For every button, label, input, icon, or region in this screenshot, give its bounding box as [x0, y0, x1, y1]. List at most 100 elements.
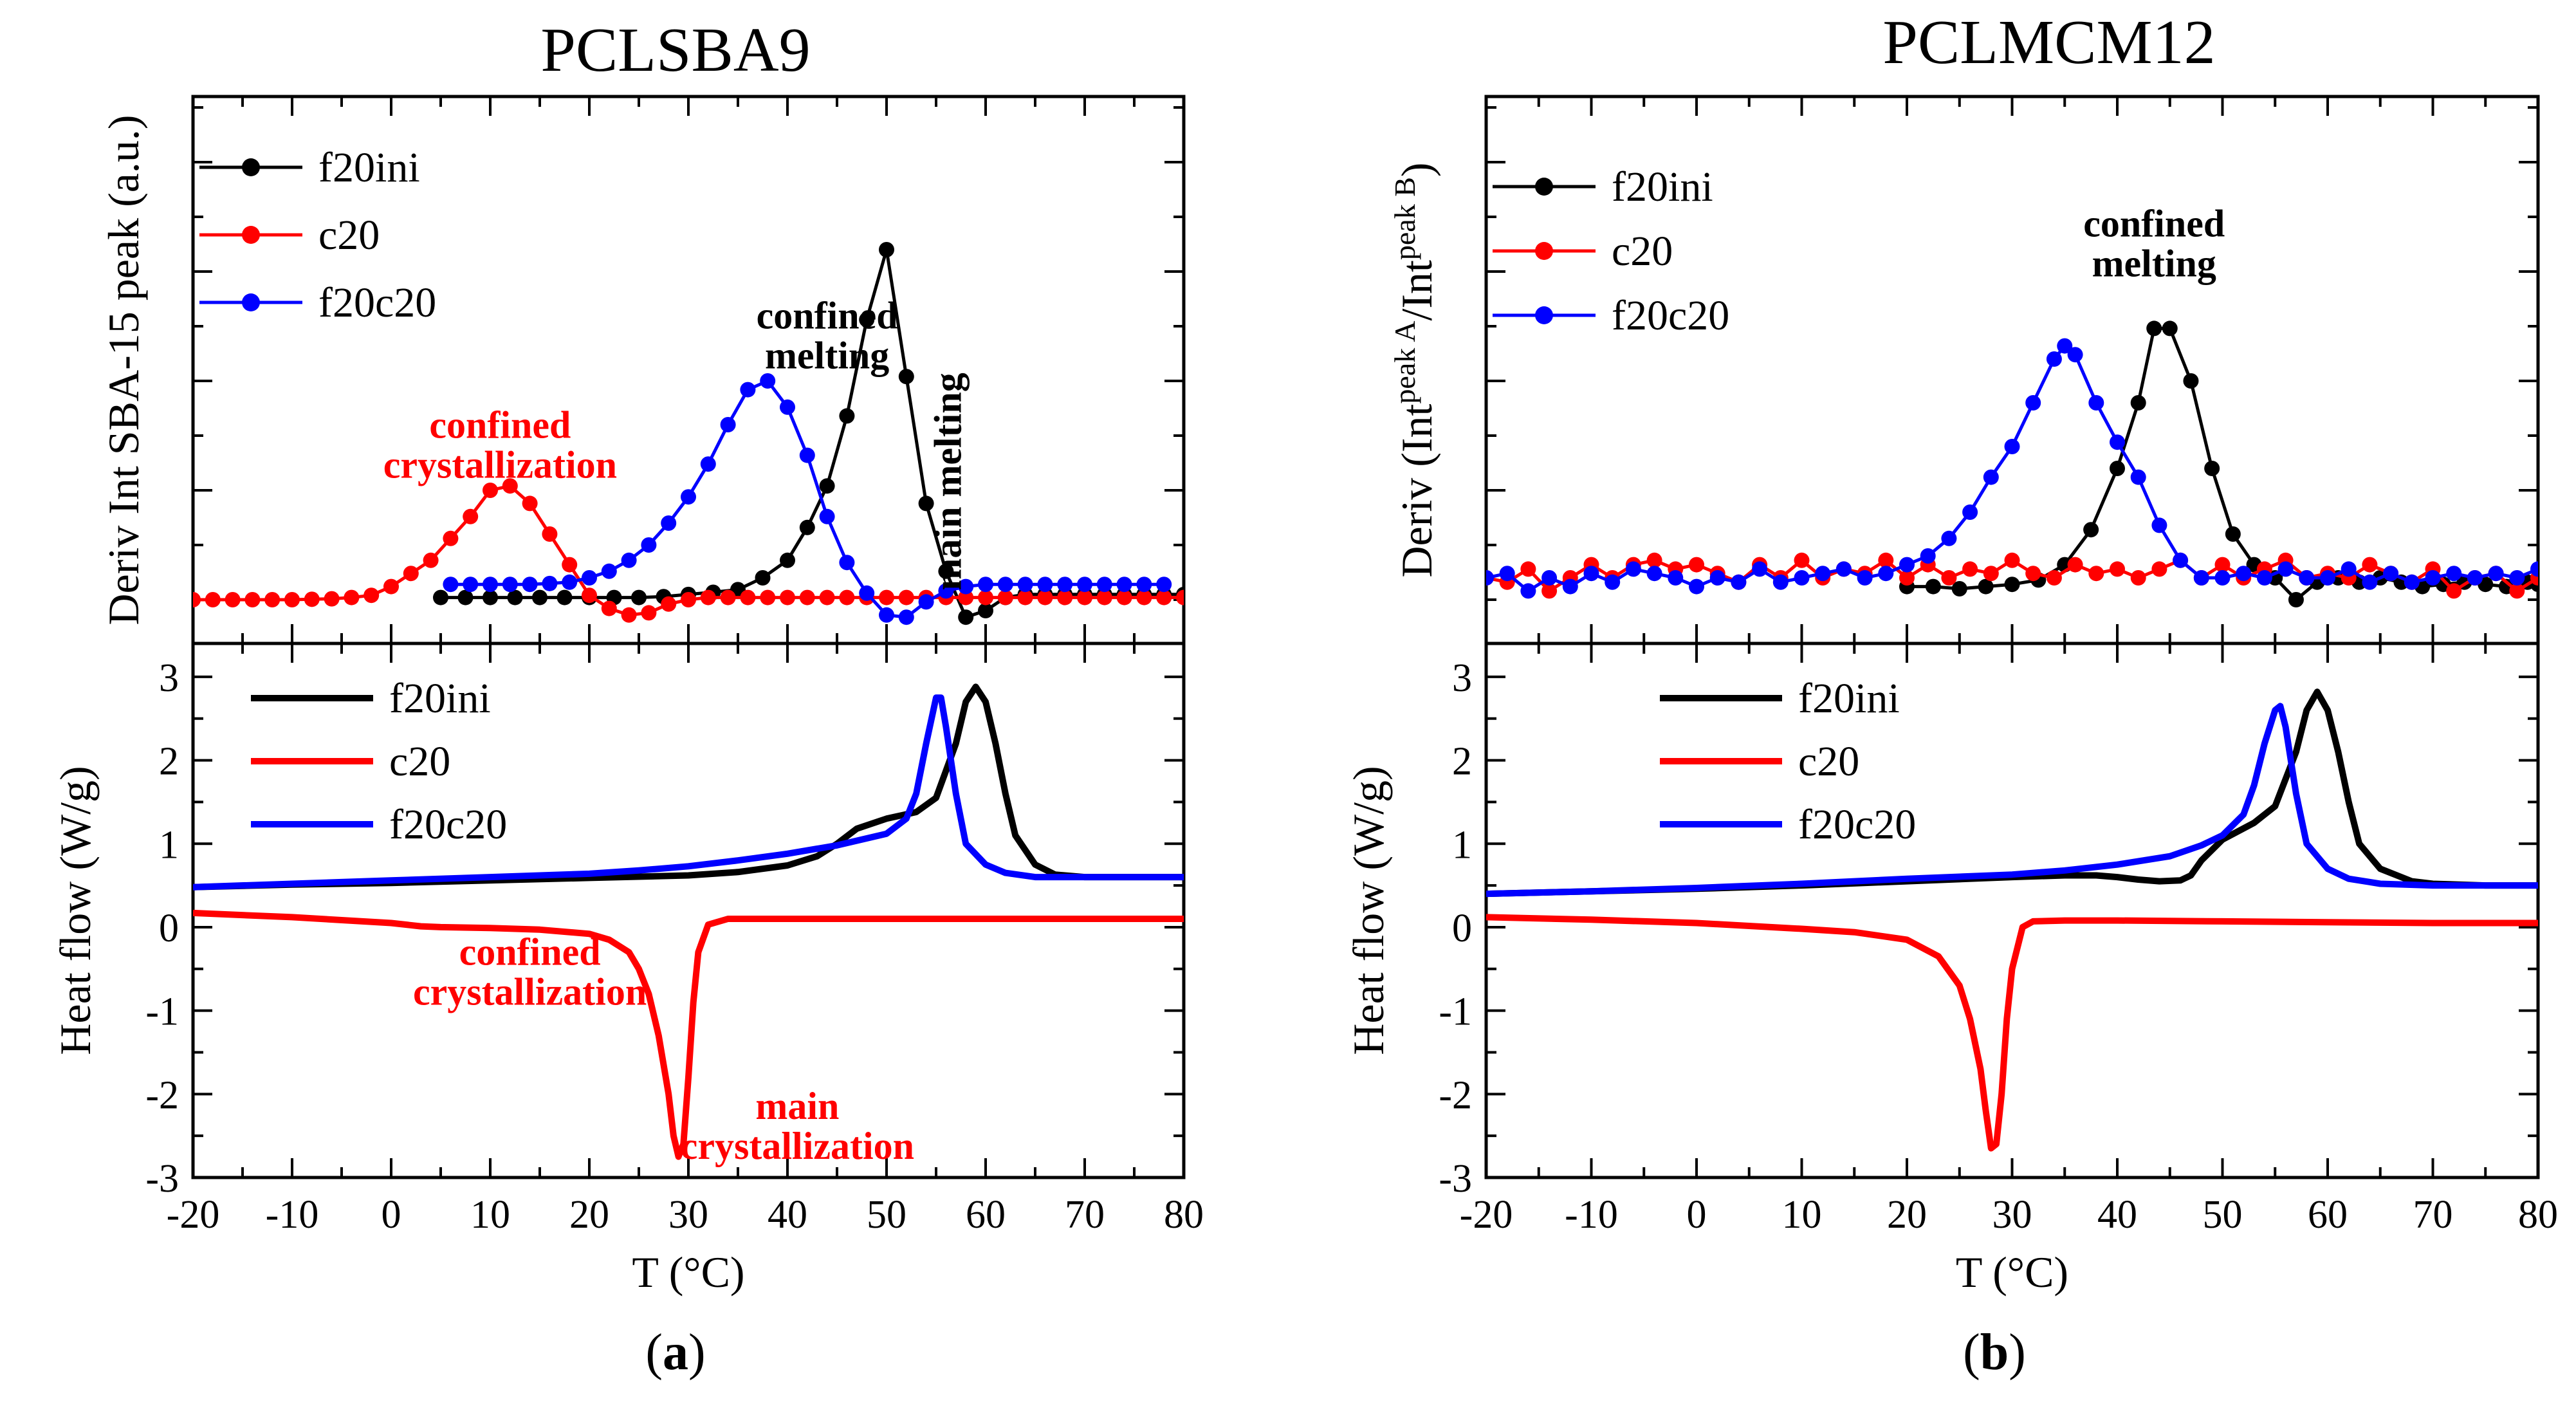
y-axis-label: Heat flow (W/g): [1344, 766, 1393, 1055]
data-point-c20: [839, 589, 855, 605]
x-tick-label: 30: [1992, 1193, 2032, 1237]
legend-label-f20c20: f20c20: [389, 801, 507, 848]
data-point-f20ini: [433, 589, 448, 605]
data-point-c20: [1037, 589, 1053, 605]
data-point-c20: [562, 557, 578, 573]
y-tick-label: 3: [159, 656, 179, 700]
data-point-f20c20: [601, 563, 617, 579]
y-tick-label: -1: [1439, 990, 1472, 1034]
data-point-f20ini: [1978, 578, 1994, 595]
annotation-line: crystallization: [681, 1125, 914, 1167]
annotation-line: crystallization: [413, 970, 647, 1013]
data-point-f20c20: [2362, 574, 2378, 590]
data-point-f20ini: [2004, 577, 2020, 593]
data-point-f20c20: [2509, 570, 2525, 586]
data-point-f20c20: [1815, 566, 1831, 582]
data-point-f20c20: [879, 607, 894, 623]
panel-b: PCLMCM12 (b): [1882, 8, 2215, 1381]
data-point-f20c20: [1878, 566, 1894, 582]
x-tick-label: 50: [867, 1193, 906, 1237]
data-point-c20: [463, 508, 479, 524]
annotation: confined melting: [757, 294, 898, 376]
series-line-f20c20: [1486, 703, 2538, 898]
panel-a: PCLSBA9 (a): [540, 15, 810, 1381]
data-point-f20c20: [780, 399, 795, 415]
annotation-line: main: [755, 1085, 839, 1127]
data-point-c20: [443, 530, 459, 546]
data-point-f20c20: [740, 382, 756, 398]
data-point-f20c20: [839, 555, 855, 571]
y-axis-label: Deriv (Intpeak A/Intpeak B): [1388, 162, 1441, 577]
data-point-f20c20: [1920, 548, 1936, 564]
series-line-f20c20: [1486, 344, 2538, 593]
data-point-f20c20: [661, 515, 677, 531]
annotation: confined crystallization: [383, 403, 617, 486]
panel-b-caption-close: ): [2009, 1324, 2026, 1381]
data-point-c20: [799, 589, 815, 605]
data-point-f20c20: [2173, 552, 2189, 568]
data-point-c20: [2004, 552, 2020, 568]
data-point-c20: [621, 607, 637, 623]
y-axis-label-sup: peak A: [1388, 321, 1421, 404]
x-tick-label: 30: [668, 1193, 708, 1237]
data-point-f20ini: [978, 603, 993, 618]
data-point-f20ini: [898, 369, 914, 385]
y-axis-label: Heat flow (W/g): [51, 766, 100, 1055]
data-point-f20c20: [958, 578, 974, 595]
data-point-f20c20: [1835, 561, 1852, 577]
data-point-f20ini: [1951, 581, 1967, 596]
x-axis-label: T (°C): [1956, 1248, 2068, 1297]
data-point-f20ini: [507, 589, 523, 605]
data-point-c20: [1899, 570, 1915, 586]
data-point-f20c20: [2446, 566, 2462, 582]
data-point-c20: [601, 600, 617, 616]
data-point-c20: [2130, 570, 2146, 586]
y-axis-label-part: /Int: [1392, 260, 1441, 321]
data-point-c20: [997, 589, 1013, 605]
x-tick-label: 10: [1782, 1193, 1822, 1237]
data-point-f20ini: [2110, 461, 2125, 476]
data-point-f20c20: [1017, 577, 1033, 593]
data-point-f20ini: [755, 570, 771, 586]
series-line-f20ini: [1486, 688, 2538, 898]
x-tick-label: 40: [2097, 1193, 2137, 1237]
data-point-f20c20: [760, 373, 776, 389]
data-point-f20ini: [839, 408, 855, 424]
data-point-f20c20: [1794, 570, 1810, 586]
data-point-f20c20: [2277, 561, 2294, 577]
data-point-c20: [423, 552, 439, 568]
y-tick-label: 2: [159, 740, 179, 784]
charts-layer: Deriv Int SBA-15 peak (a.u.) f20ini c20 f20…: [51, 95, 2558, 1297]
data-point-f20c20: [1899, 557, 1915, 573]
data-point-f20c20: [1752, 561, 1768, 577]
annotation-line: melting: [765, 334, 889, 376]
series-line-f20c20: [193, 694, 1184, 891]
data-point-c20: [2151, 561, 2167, 577]
data-point-c20: [2362, 557, 2378, 573]
panel-b-caption: (b): [1963, 1324, 2026, 1381]
y-tick-label: -3: [1439, 1157, 1472, 1201]
data-point-f20c20: [2404, 574, 2420, 590]
series-line-c20: [1486, 914, 2538, 1152]
data-point-c20: [403, 566, 419, 582]
panel-b-caption-label: b: [1980, 1324, 2009, 1381]
data-point-c20: [1156, 589, 1172, 605]
data-point-c20: [2110, 561, 2125, 577]
data-point-f20c20: [502, 577, 518, 593]
x-tick-label: 0: [1687, 1193, 1707, 1237]
y-tick-label: -1: [145, 990, 179, 1034]
data-point-f20c20: [978, 577, 993, 593]
data-point-c20: [681, 592, 696, 607]
x-tick-label: 80: [2518, 1193, 2558, 1237]
data-point-f20c20: [2110, 434, 2125, 450]
data-point-f20c20: [2236, 566, 2252, 582]
data-point-f20c20: [1541, 570, 1558, 586]
data-point-c20: [1794, 552, 1810, 568]
y-tick-label: 0: [1452, 907, 1472, 950]
annotation: main crystallization: [681, 1085, 914, 1167]
data-point-f20c20: [582, 570, 597, 586]
annotation-line: melting: [2092, 243, 2216, 285]
data-point-f20ini: [631, 589, 647, 605]
x-tick-label: 50: [2203, 1193, 2243, 1237]
data-point-c20: [193, 592, 201, 607]
